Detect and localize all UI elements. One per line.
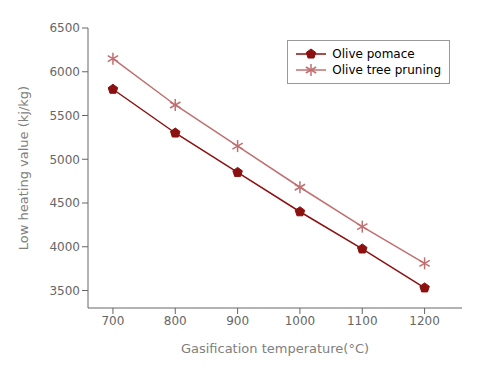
html-text:Olive pomace: Olive pomace: [332, 47, 415, 61]
svg-text:5500: 5500: [49, 109, 80, 123]
svg-text:1100: 1100: [347, 314, 378, 328]
svg-text:4000: 4000: [49, 240, 80, 254]
svg-text:900: 900: [226, 314, 249, 328]
svg-text:1200: 1200: [409, 314, 440, 328]
svg-text:700: 700: [101, 314, 124, 328]
svg-text:Low heating value (kj/kg): Low heating value (kj/kg): [16, 86, 31, 250]
svg-text:800: 800: [164, 314, 187, 328]
svg-text:Gasification temperature(°C): Gasification temperature(°C): [181, 341, 369, 356]
svg-text:1000: 1000: [285, 314, 316, 328]
svg-text:5000: 5000: [49, 153, 80, 167]
svg-text:6500: 6500: [49, 21, 80, 35]
svg-text:3500: 3500: [49, 284, 80, 298]
svg-text:4500: 4500: [49, 196, 80, 210]
svg-text:6000: 6000: [49, 65, 80, 79]
html-text:Olive tree pruning: Olive tree pruning: [332, 63, 441, 77]
